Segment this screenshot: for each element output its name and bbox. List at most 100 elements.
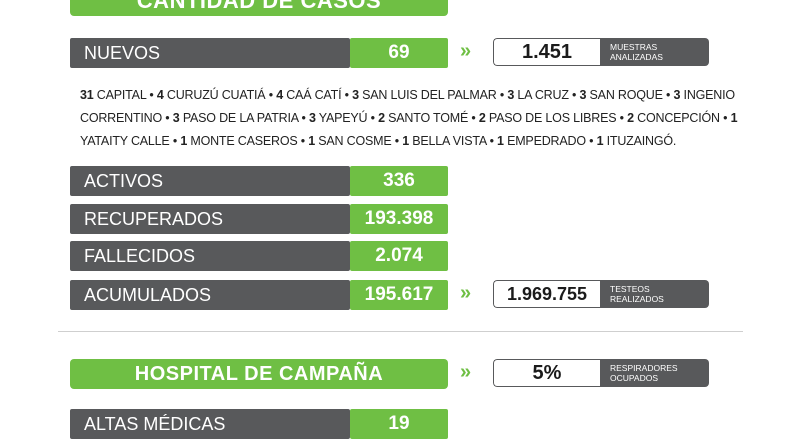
towns-list: 31 CAPITAL • 4 CURUZÚ CUATIÁ • 4 CAÁ CAT…: [80, 84, 770, 153]
town-count: 3: [673, 88, 681, 102]
town-item: 3 PASO DE LA PATRIA: [172, 111, 299, 125]
town-name: BELLA VISTA: [412, 134, 487, 148]
nuevos-value: 69: [388, 42, 410, 63]
arrow-icon: »: [460, 40, 472, 62]
town-count: 4: [156, 88, 164, 102]
bullet-separator: •: [486, 134, 498, 148]
town-count: 1: [730, 111, 738, 125]
town-item: 2 SANTO TOMÉ: [378, 111, 468, 125]
bullet-separator: •: [616, 111, 628, 125]
respiradores-caption-line2: OCUPADOS: [610, 373, 659, 383]
bullet-separator: •: [568, 88, 580, 102]
altas-label-box: ALTAS MÉDICAS: [70, 409, 350, 439]
town-count: 3: [172, 111, 180, 125]
testeos-caption-line1: TESTEOS: [610, 284, 650, 294]
bullet-separator: •: [162, 111, 173, 125]
town-name: LA CRUZ: [517, 88, 569, 102]
town-item: 1 BELLA VISTA: [402, 134, 486, 148]
fallecidos-label: FALLECIDOS: [84, 245, 196, 266]
respiradores-caption: RESPIRADORES OCUPADOS: [600, 359, 709, 387]
muestras-caption-line2: ANALIZADAS: [610, 52, 663, 62]
recuperados-label-box: RECUPERADOS: [70, 204, 350, 234]
town-count: 1: [308, 134, 315, 148]
town-name: PASO DE LOS LIBRES: [488, 111, 617, 125]
town-name: SANTO TOMÉ: [388, 111, 469, 125]
respiradores-caption-line1: RESPIRADORES: [610, 363, 678, 373]
town-count: 4: [276, 88, 283, 102]
bullet-separator: •: [298, 111, 309, 125]
town-name: MONTE CASEROS: [190, 134, 298, 148]
acumulados-value: 195.617: [364, 284, 434, 305]
town-count: 1: [402, 134, 409, 148]
bullet-separator: •: [719, 111, 731, 125]
nuevos-value-box: 69: [350, 38, 448, 68]
town-name: CAÁ CATÍ: [286, 88, 342, 102]
town-item: 31 CAPITAL: [80, 88, 146, 102]
town-item: 1 SAN COSME: [308, 134, 391, 148]
bullet-separator: •: [496, 88, 508, 102]
bullet-separator: •: [391, 134, 403, 148]
nuevos-label-box: NUEVOS: [70, 38, 350, 68]
activos-label-box: ACTIVOS: [70, 166, 350, 196]
bullet-separator: •: [468, 111, 479, 125]
acumulados-value-box: 195.617: [350, 280, 448, 310]
town-item: 3 SAN LUIS DEL PALMAR: [352, 88, 497, 102]
town-name: ITUZAINGÓ.: [606, 134, 677, 148]
town-item: 3 LA CRUZ: [507, 88, 569, 102]
testeos-stat: 1.969.755 TESTEOS REALIZADOS: [493, 280, 709, 308]
acumulados-label-box: ACUMULADOS: [70, 280, 350, 310]
activos-value: 336: [383, 170, 415, 191]
bullet-separator: •: [265, 88, 277, 102]
nuevos-label: NUEVOS: [84, 42, 161, 63]
town-item: 4 CURUZÚ CUATIÁ: [157, 88, 266, 102]
town-name: SAN LUIS DEL PALMAR: [362, 88, 497, 102]
fallecidos-value: 2.074: [375, 245, 423, 266]
muestras-caption-line1: MUESTRAS: [610, 42, 658, 52]
cases-header-banner: CANTIDAD DE CASOS: [70, 0, 448, 16]
fallecidos-value-box: 2.074: [350, 241, 448, 271]
town-count: 1: [596, 134, 604, 148]
town-name: SAN ROQUE: [589, 88, 663, 102]
town-item: 3 SAN ROQUE: [580, 88, 663, 102]
acumulados-label: ACUMULADOS: [84, 284, 212, 305]
activos-label: ACTIVOS: [84, 170, 164, 191]
town-item: 1 YATAITY CALLE: [80, 111, 738, 148]
town-count: 3: [507, 88, 515, 102]
town-count: 2: [478, 111, 486, 125]
town-item: 4 CAÁ CATÍ: [276, 88, 341, 102]
arrow-icon: »: [460, 361, 472, 383]
town-name: CONCEPCIÓN: [637, 111, 720, 125]
town-item: 3 INGENIO CORRENTINO: [80, 88, 735, 125]
town-name: INGENIO CORRENTINO: [80, 88, 735, 125]
recuperados-value-box: 193.398: [350, 204, 448, 234]
town-name: SAN COSME: [318, 134, 392, 148]
town-count: 3: [308, 111, 316, 125]
town-count: 1: [497, 134, 504, 148]
town-count: 3: [352, 88, 359, 102]
town-item: 3 YAPEYÚ: [308, 111, 368, 125]
town-count: 2: [378, 111, 385, 125]
town-name: YAPEYÚ: [318, 111, 368, 125]
section-divider: [58, 331, 743, 332]
activos-value-box: 336: [350, 166, 448, 196]
town-item: 1 ITUZAINGÓ.: [597, 134, 677, 148]
testeos-value-box: 1.969.755: [493, 280, 600, 308]
town-count: 2: [627, 111, 634, 125]
arrow-icon: »: [460, 282, 472, 304]
cases-header-title: CANTIDAD DE CASOS: [136, 0, 382, 13]
testeos-caption: TESTEOS REALIZADOS: [600, 280, 709, 308]
town-name: EMPEDRADO: [507, 134, 586, 148]
bullet-separator: •: [585, 134, 597, 148]
muestras-stat: 1.451 MUESTRAS ANALIZADAS: [493, 38, 709, 66]
testeos-value: 1.969.755: [506, 283, 588, 304]
altas-value: 19: [388, 413, 410, 434]
town-item: 2 CONCEPCIÓN: [627, 111, 720, 125]
town-count: 3: [579, 88, 587, 102]
muestras-value: 1.451: [521, 40, 573, 63]
bullet-separator: •: [662, 88, 674, 102]
town-name: CURUZÚ CUATIÁ: [166, 88, 266, 102]
hospital-title: HOSPITAL DE CAMPAÑA: [134, 363, 384, 385]
bullet-separator: •: [367, 111, 379, 125]
town-item: 1 MONTE CASEROS: [180, 134, 297, 148]
respiradores-value-box: 5%: [493, 359, 600, 387]
